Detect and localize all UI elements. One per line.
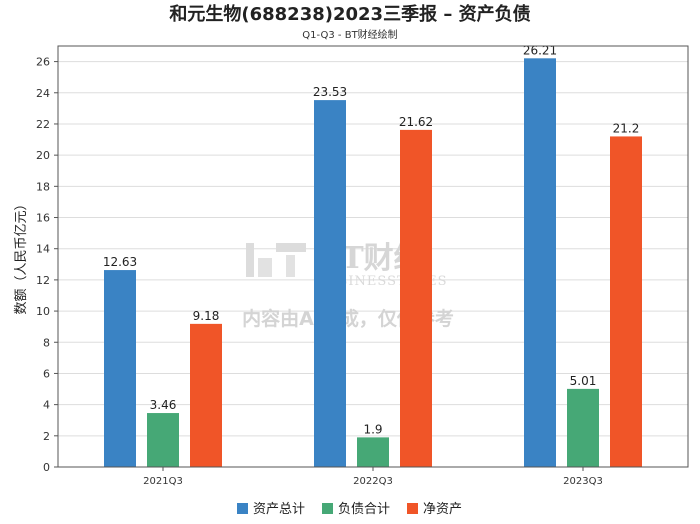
bar bbox=[147, 413, 179, 467]
legend-label: 净资产 bbox=[423, 502, 462, 517]
legend-item: 负债合计 bbox=[322, 502, 390, 517]
data-labels: 12.63 3.46 9.18 23.53 1.9 21.62 26.21 5.01 21.2 bbox=[103, 43, 640, 436]
y-tick-label: 2 bbox=[43, 430, 50, 443]
legend-swatch bbox=[237, 503, 248, 514]
legend: 资产总计 负债合计 净资产 bbox=[237, 502, 462, 517]
y-tick-label: 24 bbox=[36, 87, 50, 100]
bar-value-label: 21.62 bbox=[399, 115, 433, 129]
y-tick-label: 20 bbox=[36, 149, 50, 162]
y-tick-label: 14 bbox=[36, 243, 50, 256]
y-tick-label: 26 bbox=[36, 56, 50, 69]
grid-lines bbox=[58, 61, 688, 437]
bars bbox=[104, 58, 642, 468]
y-tick-label: 6 bbox=[43, 367, 50, 380]
chart-title: 和元生物(688238)2023三季报 – 资产负债 bbox=[169, 3, 530, 25]
bar-value-label: 9.18 bbox=[193, 309, 220, 323]
y-tick-label: 12 bbox=[36, 274, 50, 287]
y-tick-label: 4 bbox=[43, 399, 50, 412]
y-tick-label: 10 bbox=[36, 305, 50, 318]
legend-item: 净资产 bbox=[407, 502, 462, 517]
bar bbox=[400, 129, 432, 467]
bar-value-label: 1.9 bbox=[363, 422, 382, 436]
watermark-logo-icon bbox=[246, 243, 306, 277]
bar-value-label: 12.63 bbox=[103, 255, 137, 269]
bar bbox=[610, 136, 642, 467]
bar-value-label: 5.01 bbox=[570, 374, 597, 388]
bar bbox=[104, 270, 136, 467]
bar bbox=[524, 58, 556, 468]
bar-value-label: 26.21 bbox=[523, 43, 557, 57]
y-tick-label: 18 bbox=[36, 180, 50, 193]
x-tick-label: 2022Q3 bbox=[353, 476, 393, 487]
bar-value-label: 21.2 bbox=[613, 121, 640, 135]
legend-swatch bbox=[407, 503, 418, 514]
legend-item: 资产总计 bbox=[237, 502, 305, 517]
x-tick-label: 2023Q3 bbox=[563, 476, 603, 487]
y-tick-label: 8 bbox=[43, 336, 50, 349]
bar bbox=[314, 100, 346, 467]
legend-label: 负债合计 bbox=[338, 502, 390, 517]
bar bbox=[357, 437, 389, 467]
bar bbox=[567, 388, 599, 467]
bar-value-label: 3.46 bbox=[150, 398, 177, 412]
bar-value-label: 23.53 bbox=[313, 85, 347, 99]
legend-label: 资产总计 bbox=[253, 502, 305, 517]
legend-swatch bbox=[322, 503, 333, 514]
y-tick-label: 16 bbox=[36, 212, 50, 225]
x-axis: 2021Q3 2022Q3 2023Q3 bbox=[143, 467, 603, 487]
x-tick-label: 2021Q3 bbox=[143, 476, 183, 487]
y-axis-label: 数额（人民币亿元） bbox=[14, 197, 29, 314]
y-tick-label: 0 bbox=[43, 461, 50, 474]
chart-subtitle: Q1-Q3 - BT财经绘制 bbox=[302, 28, 397, 41]
y-tick-label: 22 bbox=[36, 118, 50, 131]
bar bbox=[190, 323, 222, 467]
